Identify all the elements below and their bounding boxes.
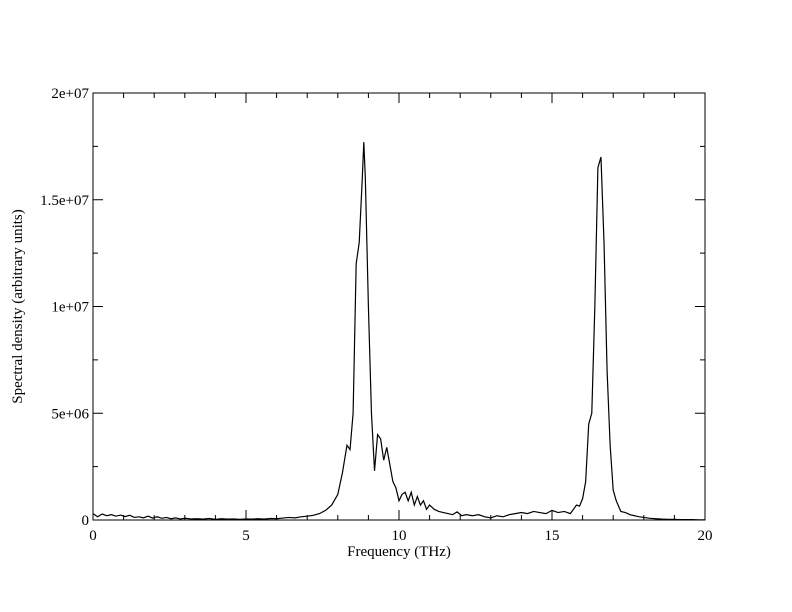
y-tick-label: 1e+07	[51, 300, 89, 316]
y-tick-label: 0	[82, 513, 90, 529]
x-axis-label: Frequency (THz)	[347, 544, 451, 560]
y-axis-label: Spectral density (arbitrary units)	[10, 209, 26, 404]
y-tick-label: 2e+07	[51, 86, 89, 102]
major-ticks	[92, 92, 706, 521]
x-tick-label: 5	[242, 528, 250, 544]
y-tick-label: 1.5e+07	[40, 193, 89, 209]
x-tick-label: 10	[392, 528, 407, 544]
minor-ticks	[93, 93, 705, 520]
x-tick-labels: 0 5 10 15 20	[89, 528, 712, 544]
y-tick-labels: 0 5e+06 1e+07 1.5e+07 2e+07	[40, 86, 89, 529]
x-tick-label: 0	[89, 528, 97, 544]
y-tick-label: 5e+06	[51, 406, 89, 422]
spectral-density-line	[92, 142, 705, 521]
plot-frame	[92, 92, 706, 521]
x-tick-label: 20	[698, 528, 713, 544]
x-tick-label: 15	[545, 528, 560, 544]
